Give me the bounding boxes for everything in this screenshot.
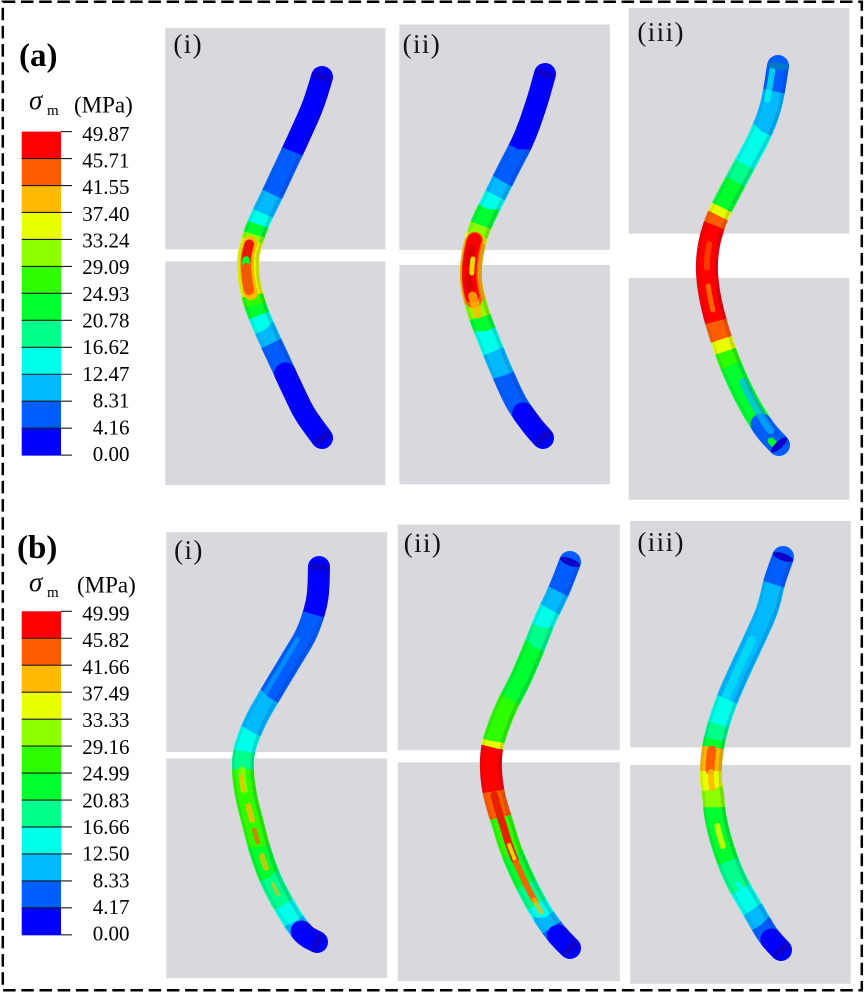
svg-text:16.62: 16.62 (82, 335, 129, 359)
svg-text:(MPa): (MPa) (74, 93, 133, 118)
svg-text:(i): (i) (174, 535, 204, 565)
svg-text:45.82: 45.82 (82, 628, 129, 652)
svg-text:29.16: 29.16 (82, 735, 129, 759)
svg-text:20.78: 20.78 (82, 309, 129, 333)
svg-text:σ: σ (29, 567, 44, 597)
svg-text:m: m (47, 103, 59, 119)
svg-text:(ii): (ii) (404, 528, 443, 558)
svg-text:m: m (47, 585, 59, 601)
svg-text:4.16: 4.16 (93, 415, 130, 439)
svg-text:0.00: 0.00 (93, 442, 130, 466)
svg-text:24.99: 24.99 (82, 762, 129, 786)
svg-text:16.66: 16.66 (82, 815, 129, 839)
svg-text:(b): (b) (17, 530, 57, 566)
svg-text:37.49: 37.49 (82, 682, 129, 706)
svg-text:0.00: 0.00 (93, 922, 130, 946)
svg-text:45.71: 45.71 (82, 148, 129, 172)
svg-text:41.55: 41.55 (82, 175, 129, 199)
svg-text:41.66: 41.66 (82, 655, 129, 679)
svg-text:(i): (i) (173, 29, 203, 59)
svg-text:(iii): (iii) (637, 527, 685, 557)
svg-text:33.24: 33.24 (82, 229, 130, 253)
svg-text:37.40: 37.40 (82, 202, 129, 226)
svg-text:(a): (a) (19, 38, 57, 74)
svg-text:12.50: 12.50 (82, 842, 129, 866)
svg-text:8.31: 8.31 (93, 389, 130, 413)
svg-text:20.83: 20.83 (82, 788, 129, 812)
svg-text:σ: σ (29, 85, 44, 115)
svg-text:8.33: 8.33 (93, 868, 130, 892)
svg-text:49.99: 49.99 (82, 602, 129, 626)
svg-text:(iii): (iii) (637, 17, 685, 47)
svg-text:24.93: 24.93 (82, 282, 129, 306)
svg-text:49.87: 49.87 (82, 122, 129, 146)
svg-text:(MPa): (MPa) (77, 573, 136, 598)
svg-text:(ii): (ii) (403, 29, 442, 59)
svg-text:29.09: 29.09 (82, 255, 129, 279)
svg-text:33.33: 33.33 (82, 708, 129, 732)
svg-text:4.17: 4.17 (93, 895, 130, 919)
svg-text:12.47: 12.47 (82, 362, 129, 386)
